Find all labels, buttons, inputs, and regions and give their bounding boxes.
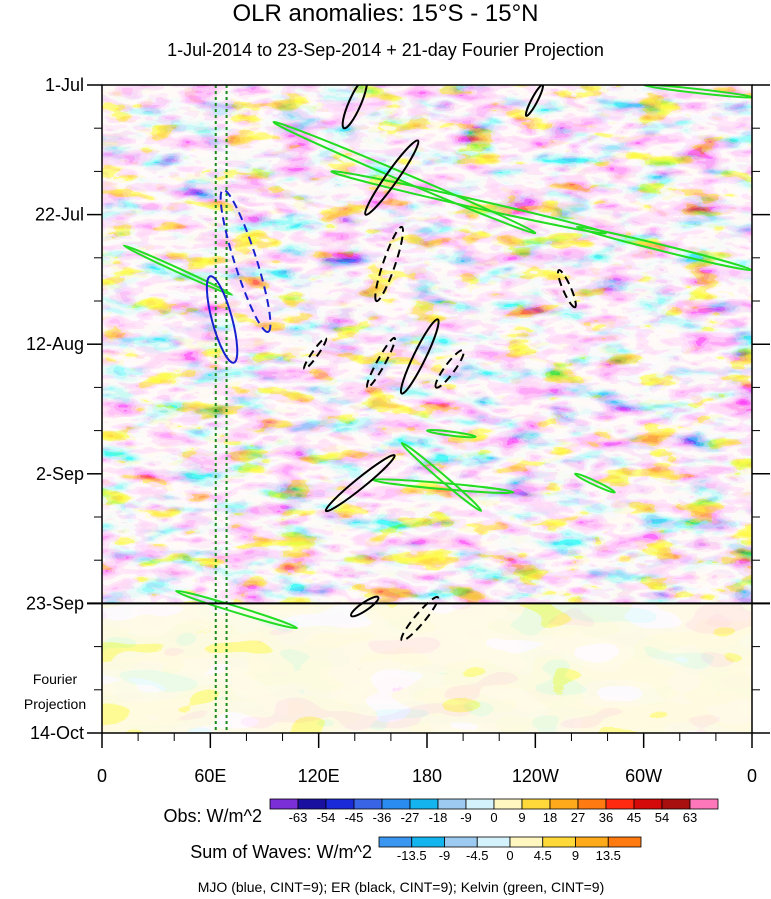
kelvin-contour: [574, 472, 616, 494]
kelvin-contour: [272, 120, 537, 235]
er-contour: [434, 349, 465, 389]
legend-level: -18: [429, 810, 448, 825]
er-contour: [557, 269, 577, 309]
legend-swatch: [542, 836, 576, 848]
legend-level: -36: [373, 810, 392, 825]
legend-swatch: [521, 798, 551, 810]
x-axis: 0 60E 120E 180 120W 60W 0: [97, 733, 757, 786]
y-tick-label: 23-Sep: [26, 593, 84, 613]
legend-level: 18: [543, 810, 557, 825]
legend-swatch: [689, 798, 719, 810]
legend-swatch: [269, 798, 299, 810]
x-tick-label: 120W: [512, 766, 559, 786]
er-contour: [303, 336, 328, 371]
legend-level: 27: [571, 810, 585, 825]
x-tick-label: 180: [412, 766, 442, 786]
legend-level: 36: [599, 810, 613, 825]
legend-swatch: [465, 798, 495, 810]
legend-level: -4.5: [466, 848, 488, 863]
projection-label-line1: Fourier: [33, 671, 78, 687]
legend-swatch: [297, 798, 327, 810]
mjo-contour: [205, 275, 239, 364]
legend-level: -13.5: [397, 848, 427, 863]
y-tick-label: 1-Jul: [45, 75, 84, 95]
legend-swatch: [409, 798, 439, 810]
contour-note: MJO (blue, CINT=9); ER (black, CINT=9); …: [198, 879, 605, 895]
legend-level: -9: [460, 810, 472, 825]
legend-level: 4.5: [534, 848, 552, 863]
er-contour: [324, 454, 396, 513]
mjo-contour: [219, 188, 272, 333]
legend-swatch: [577, 798, 607, 810]
legend-swatch: [607, 836, 642, 848]
legend-level: 13.5: [596, 848, 621, 863]
legend-swatch: [437, 798, 467, 810]
x-tick-label: 0: [97, 766, 107, 786]
obs-legend: -63 -54 -45 -36 -27 -18 -9 0 9 18 27 36 45 54 63: [269, 798, 719, 825]
legend-swatch: [353, 798, 383, 810]
legend-level: -45: [345, 810, 364, 825]
legend-swatch: [493, 798, 523, 810]
legend-level: 54: [655, 810, 669, 825]
legend-swatch: [661, 798, 691, 810]
legend-level: -9: [439, 848, 451, 863]
legend-swatch: [381, 798, 411, 810]
legend-swatch: [575, 836, 609, 848]
legend-swatch: [476, 836, 511, 848]
wave-contours: [122, 85, 752, 642]
waves-legend: -13.5 -9 -4.5 0 4.5 9 13.5: [378, 836, 642, 863]
y-tick-label: 2-Sep: [36, 464, 84, 484]
x-tick-label: 120E: [298, 766, 340, 786]
legend-swatch: [411, 836, 445, 848]
er-contour: [524, 85, 544, 117]
er-contour: [374, 225, 404, 303]
er-contour: [341, 85, 368, 130]
legend-level: 45: [627, 810, 641, 825]
kelvin-contour: [400, 441, 483, 512]
legend-level: 0: [490, 810, 497, 825]
legend-level: -54: [317, 810, 336, 825]
legend-swatch: [605, 798, 635, 810]
legend-swatch: [549, 798, 579, 810]
legend-swatch: [325, 798, 355, 810]
er-contour: [399, 318, 440, 395]
y-axis: 1-Jul 22-Jul 12-Aug 2-Sep 23-Sep 14-Oct: [26, 75, 770, 743]
waves-legend-label: Sum of Waves: W/m^2: [190, 842, 372, 862]
legend-swatch: [509, 836, 544, 848]
x-tick-label: 0: [747, 766, 757, 786]
kelvin-contour: [122, 244, 233, 296]
legend-level: 0: [506, 848, 513, 863]
y-tick-label: 22-Jul: [35, 205, 84, 225]
legend-level: -27: [401, 810, 420, 825]
er-contour: [400, 595, 440, 642]
er-contour: [364, 139, 420, 216]
projection-field: [102, 603, 752, 733]
legend-level: -63: [289, 810, 308, 825]
projection-label-line2: Projection: [24, 696, 86, 712]
kelvin-contour: [175, 589, 299, 630]
x-tick-label: 60E: [194, 766, 226, 786]
legend-swatch: [633, 798, 663, 810]
legend-swatch: [444, 836, 478, 848]
y-tick-label: 14-Oct: [30, 723, 84, 743]
chart-title: OLR anomalies: 15°S - 15°N: [232, 0, 539, 27]
x-tick-label: 60W: [625, 766, 662, 786]
legend-swatch: [378, 836, 413, 848]
kelvin-contour: [426, 429, 477, 439]
er-contour: [366, 336, 396, 389]
chart-subtitle: 1-Jul-2014 to 23-Sep-2014 + 21-day Fouri…: [167, 40, 604, 60]
legend-level: 63: [683, 810, 697, 825]
obs-legend-label: Obs: W/m^2: [164, 806, 262, 826]
kelvin-contour: [330, 170, 607, 235]
legend-level: 9: [572, 848, 579, 863]
y-tick-label: 12-Aug: [26, 334, 84, 354]
legend-level: 9: [518, 810, 525, 825]
obs-field: [102, 85, 752, 603]
